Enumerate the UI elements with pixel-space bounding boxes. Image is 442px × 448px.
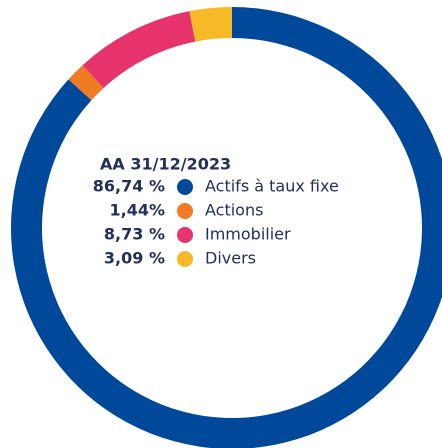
value-label: 8,73 % xyxy=(104,225,165,244)
value-label: 86,74 % xyxy=(93,177,165,196)
legend-dot xyxy=(177,203,193,219)
donut-segment xyxy=(68,65,104,101)
legend-dot xyxy=(177,179,193,195)
donut-segment xyxy=(82,11,196,89)
chart-title: AA 31/12/2023 xyxy=(100,155,231,174)
legend-label: Actions xyxy=(205,201,263,220)
legend-label: Immobilier xyxy=(205,225,291,244)
value-label: 1,44% xyxy=(109,201,165,220)
legend-label: Divers xyxy=(205,249,256,268)
legend-dot xyxy=(177,251,193,267)
value-label: 3,09 % xyxy=(104,249,165,268)
legend-dot xyxy=(177,227,193,243)
legend-label: Actifs à taux fixe xyxy=(205,177,339,196)
donut-segment xyxy=(189,7,232,42)
